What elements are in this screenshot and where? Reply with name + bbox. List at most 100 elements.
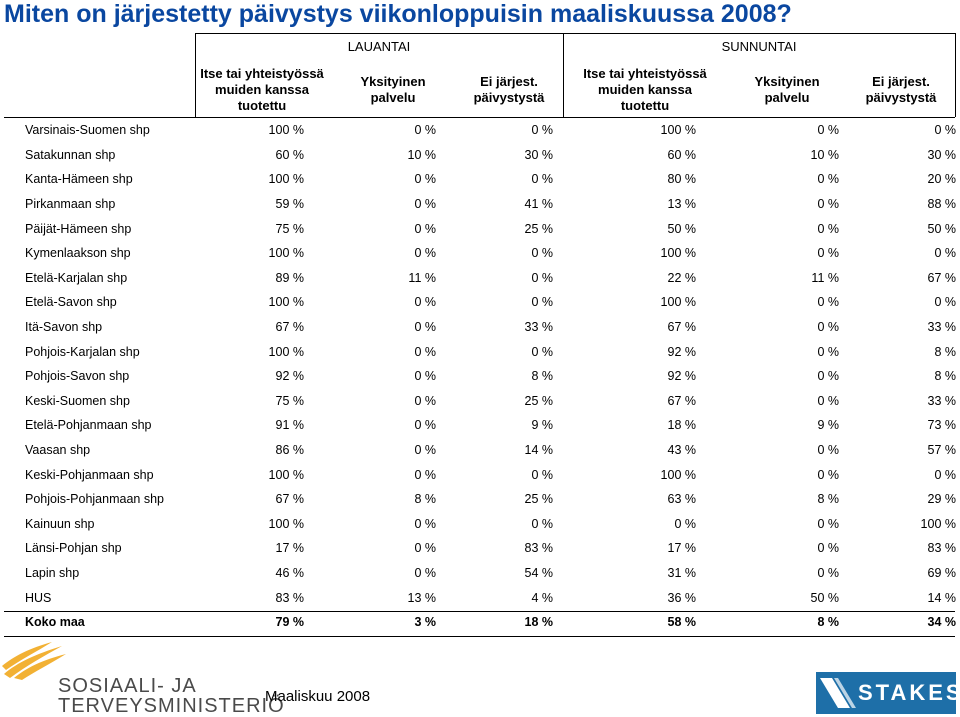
row-label: Kainuun shp <box>25 516 95 531</box>
table-row: HUS 83 % 13 % 4 % 36 % 50 % 14 % <box>25 585 956 610</box>
table-cell: 100 % <box>268 467 304 482</box>
table-cell: 83 % <box>524 541 554 556</box>
table-cell: 0 % <box>817 320 839 335</box>
table-cell: 0 % <box>414 565 436 580</box>
row-label: Keski-Pohjanmaan shp <box>25 467 154 482</box>
table-cell: 80 % <box>667 172 697 187</box>
table-cell: 0 % <box>817 467 839 482</box>
table-cell: 17 % <box>667 541 697 556</box>
table-cell: 31 % <box>667 565 697 580</box>
table-cell: 18 % <box>667 418 697 433</box>
table-cell: 3 % <box>414 615 436 630</box>
table-row: Varsinais-Suomen shp 100 % 0 % 0 % 100 % 0 % 0… <box>25 118 956 143</box>
table-row: Keski-Pohjanmaan shp 100 % 0 % 0 % 100 % 0 % 0… <box>25 462 956 487</box>
table-cell: 91 % <box>275 418 305 433</box>
table-cell: 0 % <box>414 369 436 384</box>
table-cell: 0 % <box>531 172 553 187</box>
ministry-name-line1: SOSIAALI- JA <box>58 675 197 697</box>
table-cell: 22 % <box>667 270 697 285</box>
row-label: Satakunnan shp <box>25 147 116 162</box>
table-cell: 69 % <box>927 565 957 580</box>
table-cell: 8 % <box>934 344 956 359</box>
table-cell: 92 % <box>275 369 305 384</box>
table-cell: 0 % <box>414 418 436 433</box>
table-cell: 50 % <box>810 590 840 605</box>
table-cell: 86 % <box>275 443 305 458</box>
table-cell: 13 % <box>407 590 437 605</box>
stakes-logo-icon <box>816 672 956 714</box>
total-row: Koko maa 79 % 3 % 18 % 58 % 8 % 34 % <box>25 610 956 635</box>
table-cell: 30 % <box>927 147 957 162</box>
header-left-border <box>195 33 196 117</box>
row-label: Pirkanmaan shp <box>25 197 116 212</box>
row-label: Etelä-Pohjanmaan shp <box>25 418 152 433</box>
ministry-name-line2: TERVEYSMINISTERIÖ <box>58 695 285 717</box>
table-cell: 30 % <box>524 147 554 162</box>
table-cell: 0 % <box>414 197 436 212</box>
table-cell: 0 % <box>414 172 436 187</box>
table-cell: 67 % <box>275 320 305 335</box>
table-cell: 0 % <box>934 246 956 261</box>
header-bottom-border <box>4 117 955 118</box>
table-cell: 54 % <box>524 565 554 580</box>
table-cell: 92 % <box>667 344 697 359</box>
table-cell: 73 % <box>927 418 957 433</box>
table-cell: 0 % <box>414 467 436 482</box>
table-cell: 0 % <box>934 295 956 310</box>
row-label: Päijät-Hämeen shp <box>25 221 132 236</box>
table-row: Itä-Savon shp 67 % 0 % 33 % 67 % 0 % 33 % <box>25 315 956 340</box>
table-cell: 33 % <box>927 393 957 408</box>
table-cell: 67 % <box>667 393 697 408</box>
table-cell: 8 % <box>817 615 839 630</box>
total-bottom-border <box>4 636 955 637</box>
table-row: Etelä-Savon shp 100 % 0 % 0 % 100 % 0 % 0 % <box>25 290 956 315</box>
row-label: Pohjois-Karjalan shp <box>25 344 140 359</box>
table-cell: 57 % <box>927 443 957 458</box>
row-label: Kanta-Hämeen shp <box>25 172 133 187</box>
table-cell: 0 % <box>531 270 553 285</box>
row-label: Kymenlaakson shp <box>25 246 131 261</box>
table-cell: 60 % <box>275 147 305 162</box>
table-cell: 0 % <box>414 516 436 531</box>
table-cell: 100 % <box>660 467 696 482</box>
table-cell: 0 % <box>817 221 839 236</box>
table-cell: 0 % <box>674 516 696 531</box>
table-cell: 0 % <box>414 221 436 236</box>
page-title: Miten on järjestetty päivystys viikonlop… <box>4 0 792 28</box>
table-cell: 20 % <box>927 172 957 187</box>
row-label: Varsinais-Suomen shp <box>25 123 150 138</box>
table-cell: 100 % <box>268 172 304 187</box>
table-cell: 10 % <box>810 147 840 162</box>
table-row: Pohjois-Karjalan shp 100 % 0 % 0 % 92 % 0 % 8 … <box>25 339 956 364</box>
table-cell: 100 % <box>268 246 304 261</box>
table-row: Etelä-Pohjanmaan shp 91 % 0 % 9 % 18 % 9 % 73 … <box>25 413 956 438</box>
table-cell: 100 % <box>268 516 304 531</box>
header-top-border <box>195 33 955 34</box>
stakes-logo-text: STAKES <box>858 680 960 705</box>
row-label: Keski-Suomen shp <box>25 393 130 408</box>
ministry-logo-icon <box>2 642 66 680</box>
header-sat-private: Yksityinen palvelu <box>360 74 426 105</box>
table-cell: 83 % <box>275 590 305 605</box>
header-sat-own: Itse tai yhteistyössä muiden kanssa tuot… <box>200 66 324 113</box>
table-cell: 0 % <box>414 320 436 335</box>
table-cell: 0 % <box>817 443 839 458</box>
table-cell: 0 % <box>531 467 553 482</box>
total-top-border <box>4 611 955 612</box>
table-cell: 67 % <box>667 320 697 335</box>
table-row: Kanta-Hämeen shp 100 % 0 % 0 % 80 % 0 % 20 % <box>25 167 956 192</box>
table-cell: 0 % <box>414 443 436 458</box>
row-label: Etelä-Savon shp <box>25 295 117 310</box>
table-cell: 0 % <box>531 123 553 138</box>
table-cell: 0 % <box>934 123 956 138</box>
table-cell: 8 % <box>531 369 553 384</box>
table-cell: 50 % <box>667 221 697 236</box>
header-divider <box>563 33 564 117</box>
row-label: Lapin shp <box>25 565 80 580</box>
table-cell: 0 % <box>414 541 436 556</box>
row-label: Länsi-Pohjan shp <box>25 541 122 556</box>
header-sat-none: Ei järjest. päivystystä <box>473 74 545 105</box>
row-label: Pohjois-Pohjanmaan shp <box>25 492 164 507</box>
table-cell: 75 % <box>275 393 305 408</box>
table-cell: 8 % <box>414 492 436 507</box>
